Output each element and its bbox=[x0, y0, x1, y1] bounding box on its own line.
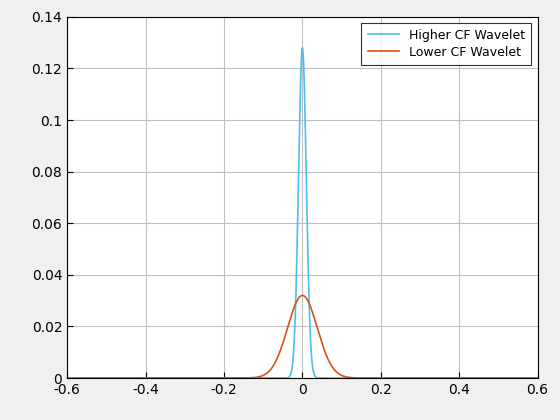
Higher CF Wavelet bbox=[64, 375, 71, 381]
Legend: Higher CF Wavelet, Lower CF Wavelet: Higher CF Wavelet, Lower CF Wavelet bbox=[361, 23, 531, 65]
Lower CF Wavelet bbox=[96, 375, 102, 381]
Higher CF Wavelet bbox=[299, 45, 306, 50]
Lower CF Wavelet bbox=[534, 375, 541, 381]
Lower CF Wavelet bbox=[64, 375, 71, 381]
Line: Lower CF Wavelet: Lower CF Wavelet bbox=[67, 295, 538, 378]
Lower CF Wavelet bbox=[319, 342, 326, 347]
Higher CF Wavelet bbox=[244, 375, 251, 381]
Lower CF Wavelet bbox=[347, 375, 354, 380]
Line: Higher CF Wavelet: Higher CF Wavelet bbox=[67, 48, 538, 378]
Higher CF Wavelet bbox=[347, 375, 354, 381]
Higher CF Wavelet bbox=[534, 375, 541, 381]
Lower CF Wavelet bbox=[177, 375, 184, 381]
Lower CF Wavelet bbox=[413, 375, 419, 381]
Higher CF Wavelet bbox=[177, 375, 184, 381]
Lower CF Wavelet bbox=[244, 375, 251, 381]
Higher CF Wavelet bbox=[413, 375, 419, 381]
Higher CF Wavelet bbox=[319, 375, 326, 381]
Lower CF Wavelet bbox=[299, 293, 306, 298]
Higher CF Wavelet bbox=[96, 375, 102, 381]
